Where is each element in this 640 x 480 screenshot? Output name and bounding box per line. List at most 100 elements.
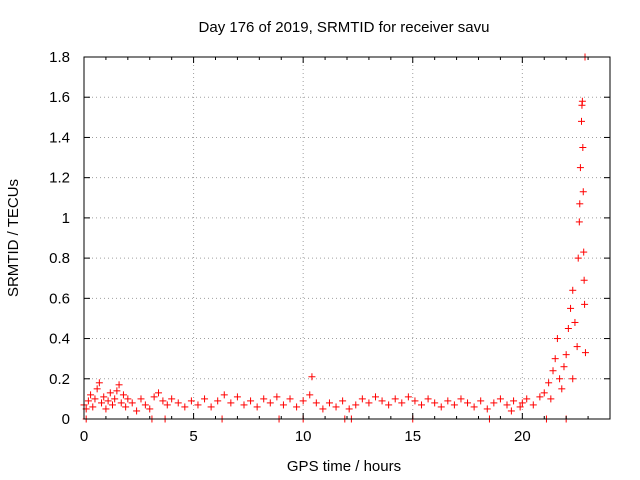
data-point: [560, 363, 568, 371]
data-point: [273, 393, 281, 401]
data-point: [556, 375, 564, 383]
data-point: [549, 367, 557, 375]
x-tick-label: 0: [80, 428, 88, 445]
data-point: [299, 397, 307, 405]
data-point: [579, 144, 587, 151]
data-point: [87, 391, 95, 399]
data-point: [490, 399, 498, 407]
tick-labels: 0 5 10 15 20 0 0.2 0.4 0.6 0.8 1 1.2 1.4 1.6 1.8: [49, 49, 531, 445]
data-point: [558, 385, 566, 393]
data-point: [214, 397, 222, 405]
data-point: [240, 401, 248, 409]
data-point: [163, 401, 171, 409]
data-point: [457, 395, 465, 403]
data-point: [201, 395, 209, 403]
data-point: [345, 405, 353, 413]
data-point: [98, 399, 106, 407]
data-point: [306, 391, 314, 399]
data-point: [168, 395, 176, 403]
data-point: [89, 403, 97, 411]
data-point: [518, 399, 526, 407]
data-point: [411, 397, 419, 405]
data-point: [510, 397, 518, 405]
data-point: [308, 373, 316, 381]
data-point: [358, 395, 366, 403]
data-point: [553, 335, 561, 343]
data-point: [385, 401, 393, 409]
data-point: [483, 405, 491, 413]
data-point: [95, 379, 103, 387]
data-point: [279, 401, 287, 409]
axis-ticks: [83, 56, 610, 420]
data-point: [207, 403, 215, 411]
data-point: [247, 397, 255, 405]
data-point: [477, 397, 485, 405]
chart-title: Day 176 of 2019, SRMTID for receiver sav…: [199, 19, 490, 36]
data-point: [569, 286, 577, 294]
y-tick-label: 0.8: [49, 250, 70, 267]
y-tick-label: 1.8: [49, 49, 70, 66]
data-point: [575, 218, 583, 226]
data-point: [137, 395, 145, 403]
data-point: [581, 349, 589, 357]
data-point: [133, 407, 141, 415]
data-point: [578, 97, 586, 105]
data-point: [141, 401, 149, 409]
data-point: [418, 401, 426, 409]
data-point: [581, 300, 589, 308]
data-point: [378, 397, 386, 405]
data-point: [233, 393, 241, 401]
data-point: [117, 399, 125, 407]
data-point: [576, 164, 584, 172]
x-tick-label: 20: [514, 428, 531, 445]
data-point: [562, 351, 570, 359]
y-tick-label: 1.2: [49, 170, 70, 187]
data-point: [516, 403, 524, 411]
data-point: [100, 393, 108, 401]
data-point: [113, 387, 121, 395]
data-point: [146, 405, 154, 413]
plot-frame: [83, 56, 611, 420]
data-point: [564, 325, 572, 332]
data-point: [551, 355, 559, 363]
data-point: [398, 399, 406, 407]
data-point: [84, 397, 92, 405]
data-point: [352, 401, 360, 409]
data-point: [266, 399, 274, 407]
data-point: [115, 381, 123, 389]
data-point: [122, 403, 130, 411]
data-point: [567, 304, 575, 312]
data-point: [286, 395, 294, 403]
data-point: [260, 395, 268, 403]
y-tick-label: 1: [62, 210, 70, 227]
data-point: [536, 393, 544, 401]
x-axis-label: GPS time / hours: [287, 458, 401, 475]
data-point: [187, 397, 195, 405]
data-point: [470, 403, 478, 411]
data-point: [444, 397, 452, 405]
data-point: [424, 395, 432, 403]
data-point: [431, 399, 439, 407]
data-point: [332, 403, 340, 411]
y-tick-label: 0: [62, 411, 70, 428]
data-point: [119, 391, 127, 399]
data-point: [108, 401, 116, 409]
data-point: [111, 395, 119, 403]
y-tick-label: 0.6: [49, 290, 70, 307]
y-tick-label: 1.6: [49, 89, 70, 106]
y-tick-label: 0.4: [49, 331, 70, 348]
data-point: [339, 397, 347, 405]
data-point: [573, 343, 581, 351]
data-point: [253, 403, 261, 411]
data-point: [174, 399, 182, 407]
data-point: [325, 399, 333, 407]
data-point: [102, 405, 110, 413]
data-point: [578, 117, 586, 125]
data-point: [371, 393, 379, 401]
data-point: [571, 318, 579, 326]
data-point: [227, 399, 235, 407]
data-point: [437, 403, 445, 411]
data-point: [93, 385, 101, 393]
x-tick-label: 15: [404, 428, 421, 445]
data-point: [194, 401, 202, 409]
